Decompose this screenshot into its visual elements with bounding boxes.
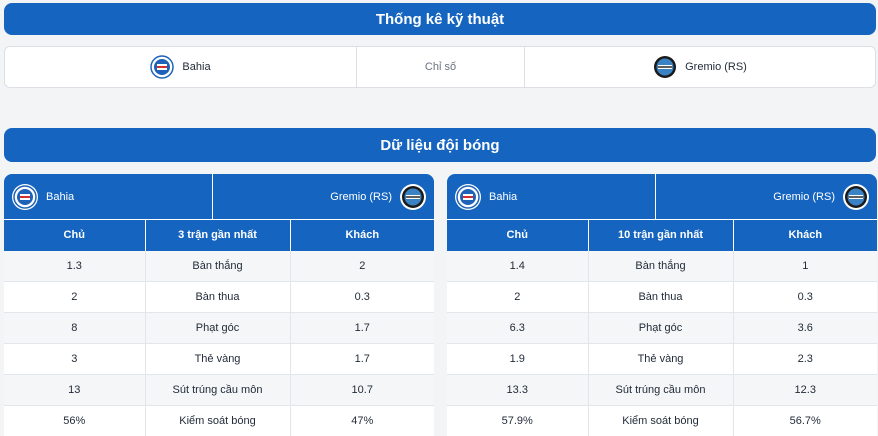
home-value: 2 <box>4 281 145 313</box>
metric-label: Sút trúng cầu môn <box>144 374 290 406</box>
stats-table: Chủ 10 trận gần nhất Khách 1.4 Bàn thắng 1… <box>447 219 877 436</box>
home-value: 2 <box>447 281 588 313</box>
tech-stats-header: Bahia Chỉ số Gremio (RS) <box>4 46 876 88</box>
away-value: 3.6 <box>732 312 877 344</box>
home-value: 13 <box>4 374 145 406</box>
metric-label: Phạt góc <box>587 312 733 344</box>
tech-away-team-name: Gremio (RS) <box>685 61 747 73</box>
away-value: 2 <box>289 250 434 282</box>
table-row: 13.3 Sút trúng cầu môn 12.3 <box>447 374 877 406</box>
metric-label: Thẻ vàng <box>144 343 290 375</box>
table-row: 13 Sút trúng cầu môn 10.7 <box>4 374 434 406</box>
away-value: 1.7 <box>289 343 434 375</box>
stats-panel-last-10: Bahia Gremio (RS) Chủ 10 trận gần nhất K… <box>447 174 877 436</box>
away-value: 12.3 <box>732 374 877 406</box>
metric-label: Sút trúng cầu môn <box>587 374 733 406</box>
panel-home-team-name: Bahia <box>46 190 75 203</box>
home-value: 13.3 <box>447 374 588 406</box>
col-away-header: Khách <box>289 219 434 251</box>
home-value: 1.9 <box>447 343 588 375</box>
away-value: 10.7 <box>289 374 434 406</box>
col-home-header: Chủ <box>4 219 145 251</box>
bahia-crest-icon <box>12 183 38 210</box>
col-home-header: Chủ <box>447 219 588 251</box>
away-value: 47% <box>289 405 434 436</box>
home-value: 57.9% <box>447 405 588 436</box>
metric-label: Bàn thắng <box>587 250 733 282</box>
metric-label: Phạt góc <box>144 312 290 344</box>
col-metric-header: 3 trận gần nhất <box>144 219 290 251</box>
tech-home-team[interactable]: Bahia <box>5 47 357 87</box>
gremio-crest-icon <box>843 183 869 210</box>
table-row: 3 Thẻ vàng 1.7 <box>4 343 434 375</box>
away-value: 0.3 <box>732 281 877 313</box>
panel-teams-header: Bahia Gremio (RS) <box>447 174 877 219</box>
panel-teams-header: Bahia Gremio (RS) <box>4 174 434 219</box>
home-value: 6.3 <box>447 312 588 344</box>
metric-label: Bàn thắng <box>144 250 290 282</box>
table-row: 57.9% Kiểm soát bóng 56.7% <box>447 405 877 436</box>
tech-away-team[interactable]: Gremio (RS) <box>525 47 875 87</box>
table-row: 56% Kiểm soát bóng 47% <box>4 405 434 436</box>
table-row: 1.3 Bàn thắng 2 <box>4 250 434 282</box>
table-row: 2 Bàn thua 0.3 <box>447 281 877 313</box>
home-value: 1.4 <box>447 250 588 282</box>
panel-away-team-name: Gremio (RS) <box>773 190 835 203</box>
tech-stats-title: Thống kê kỹ thuật <box>4 3 876 35</box>
away-value: 56.7% <box>732 405 877 436</box>
stats-table-header-row: Chủ 10 trận gần nhất Khách <box>447 219 877 251</box>
metric-label: Kiểm soát bóng <box>587 405 733 436</box>
away-value: 2.3 <box>732 343 877 375</box>
metric-label: Kiểm soát bóng <box>144 405 290 436</box>
table-row: 1.9 Thẻ vàng 2.3 <box>447 343 877 375</box>
col-away-header: Khách <box>732 219 877 251</box>
table-row: 2 Bàn thua 0.3 <box>4 281 434 313</box>
table-row: 8 Phạt góc 1.7 <box>4 312 434 344</box>
col-metric-header: 10 trận gần nhất <box>587 219 733 251</box>
away-value: 1.7 <box>289 312 434 344</box>
panel-home-team-name: Bahia <box>489 190 518 203</box>
metric-label: Bàn thua <box>144 281 290 313</box>
table-row: 6.3 Phạt góc 3.6 <box>447 312 877 344</box>
stats-table: Chủ 3 trận gần nhất Khách 1.3 Bàn thắng 2 … <box>4 219 434 436</box>
team-data-title: Dữ liệu đội bóng <box>4 128 876 162</box>
home-value: 8 <box>4 312 145 344</box>
home-value: 1.3 <box>4 250 145 282</box>
tech-home-team-name: Bahia <box>182 61 211 73</box>
home-value: 3 <box>4 343 145 375</box>
away-value: 1 <box>732 250 877 282</box>
bahia-crest-icon <box>455 183 481 210</box>
panel-away-team[interactable]: Gremio (RS) <box>213 174 434 219</box>
panel-away-team[interactable]: Gremio (RS) <box>656 174 877 219</box>
gremio-crest-icon <box>653 55 677 79</box>
tech-indicator-label: Chỉ số <box>357 47 525 87</box>
gremio-crest-icon <box>400 183 426 210</box>
metric-label: Thẻ vàng <box>587 343 733 375</box>
metric-label: Bàn thua <box>587 281 733 313</box>
panel-away-team-name: Gremio (RS) <box>330 190 392 203</box>
panel-home-team[interactable]: Bahia <box>4 174 213 219</box>
panel-home-team[interactable]: Bahia <box>447 174 656 219</box>
table-row: 1.4 Bàn thắng 1 <box>447 250 877 282</box>
bahia-crest-icon <box>150 55 175 79</box>
stats-table-header-row: Chủ 3 trận gần nhất Khách <box>4 219 434 251</box>
home-value: 56% <box>4 405 145 436</box>
away-value: 0.3 <box>289 281 434 313</box>
stats-panel-last-3: Bahia Gremio (RS) Chủ 3 trận gần nhất Kh… <box>4 174 434 436</box>
